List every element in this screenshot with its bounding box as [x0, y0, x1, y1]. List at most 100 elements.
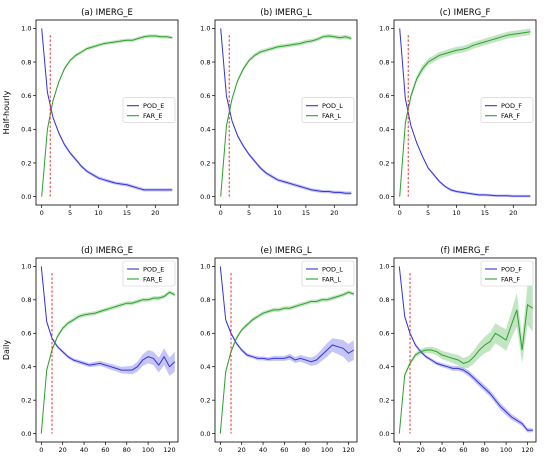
legend-label-pod_f: POD_F: [501, 265, 522, 273]
series-line-far_e: [41, 35, 173, 197]
x-tick-label: 100: [500, 446, 512, 454]
panel-title: (a) IMERG_E: [81, 8, 133, 18]
plot-area: [399, 27, 531, 201]
x-tick-label: 10: [94, 209, 102, 217]
y-tick-label: 0.4: [21, 126, 31, 134]
x-tick-label: 15: [123, 209, 131, 217]
plot-area: [40, 266, 176, 436]
panel-title: (f) IMERG_F: [440, 246, 489, 256]
x-tick-label: 60: [459, 446, 467, 454]
legend-label-far_e: FAR_E: [143, 275, 162, 283]
y-tick-label: 0.6: [379, 330, 389, 338]
series-line-pod_l: [220, 28, 352, 194]
y-tick-label: 0.2: [200, 159, 210, 167]
x-tick-label: 15: [481, 209, 489, 217]
series-line-far_e: [40, 291, 176, 434]
legend-box: [122, 97, 176, 123]
axes-frame: [214, 257, 358, 443]
x-tick-label: 20: [417, 446, 425, 454]
plot-area: [41, 26, 173, 199]
series-line-far_f: [399, 31, 531, 197]
x-tick-label: 0: [219, 209, 223, 217]
y-tick-label: 0.8: [200, 58, 210, 66]
axes-frame: [214, 19, 358, 206]
plot-area: [219, 266, 355, 436]
y-tick-label: 0.0: [379, 430, 389, 438]
series-line-pod_f: [399, 28, 531, 197]
y-tick-label: 0.6: [379, 92, 389, 100]
y-tick-label: 0.6: [21, 92, 31, 100]
legend-label-pod_l: POD_L: [322, 102, 343, 110]
legend-label-pod_e: POD_E: [143, 265, 164, 273]
series-line-far_l: [219, 291, 354, 434]
x-tick-label: 60: [280, 446, 288, 454]
x-tick-label: 0: [40, 209, 44, 217]
legend: POD_L FAR_L: [301, 97, 355, 123]
legend-box: [122, 260, 176, 287]
legend-label-pod_e: POD_E: [143, 102, 164, 110]
y-tick-label: 1.0: [21, 25, 31, 33]
x-tick-label: 100: [321, 446, 333, 454]
x-tick-label: 60: [101, 446, 109, 454]
legend: POD_E FAR_E: [122, 97, 176, 123]
y-tick-label: 0.4: [200, 126, 210, 134]
y-tick-label: 0.0: [379, 193, 389, 201]
x-tick-label: 20: [238, 446, 246, 454]
y-tick-label: 0.2: [200, 396, 210, 404]
x-tick-label: 20: [509, 209, 517, 217]
x-tick-label: 20: [330, 209, 338, 217]
y-tick-label: 1.0: [379, 263, 389, 271]
x-tick-label: 80: [123, 446, 131, 454]
row-label-daily: Daily: [2, 340, 11, 361]
y-tick-label: 0.6: [200, 92, 210, 100]
series-line-far_l: [220, 35, 352, 197]
x-tick-label: 10: [452, 209, 460, 217]
legend-label-far_e: FAR_E: [143, 112, 162, 120]
legend-label-pod_l: POD_L: [322, 265, 343, 273]
series-line-pod_e: [41, 28, 173, 191]
series-line-pod_f: [398, 266, 533, 431]
y-tick-label: 0.4: [379, 363, 389, 371]
legend: POD_E FAR_E: [122, 260, 176, 287]
y-tick-label: 0.0: [21, 430, 31, 438]
y-tick-label: 0.2: [21, 396, 31, 404]
y-tick-label: 1.0: [379, 25, 389, 33]
y-tick-label: 0.2: [21, 159, 31, 167]
y-tick-label: 0.2: [379, 396, 389, 404]
panel-3: (d) IMERG_E 0 20 40 60 80 100 120 0.0 0.2 0.4 0.6 0.…: [21, 246, 179, 454]
legend-box: [301, 97, 355, 123]
y-tick-label: 0.8: [379, 58, 389, 66]
x-tick-label: 40: [80, 446, 88, 454]
y-tick-label: 1.0: [200, 263, 210, 271]
panel-title: (d) IMERG_E: [81, 246, 133, 256]
x-tick-label: 5: [426, 209, 430, 217]
x-tick-label: 40: [438, 446, 446, 454]
plot-area: [220, 26, 352, 199]
y-tick-label: 0.4: [379, 126, 389, 134]
x-tick-label: 80: [481, 446, 489, 454]
series-line-far_f: [398, 303, 534, 434]
axes-frame: [393, 257, 537, 443]
axes-frame: [35, 257, 179, 443]
panel-1: (b) IMERG_L 0 5 10 15 20 0.0 0.2 0.4 0.6 0.8 1.0 POD…: [200, 8, 358, 217]
legend-label-far_l: FAR_L: [322, 112, 341, 120]
legend-box: [480, 97, 534, 123]
y-tick-label: 0.0: [21, 193, 31, 201]
y-tick-label: 0.8: [21, 58, 31, 66]
x-tick-label: 5: [68, 209, 72, 217]
legend-label-far_f: FAR_F: [501, 112, 520, 120]
y-tick-label: 0.0: [200, 430, 210, 438]
x-tick-label: 10: [273, 209, 281, 217]
legend-label-far_f: FAR_F: [501, 275, 520, 283]
y-tick-label: 0.4: [200, 363, 210, 371]
x-tick-label: 100: [142, 446, 154, 454]
x-tick-label: 120: [521, 446, 533, 454]
y-tick-label: 0.6: [21, 330, 31, 338]
y-tick-label: 1.0: [200, 25, 210, 33]
series-band-far_f: [399, 284, 533, 434]
panel-5: (f) IMERG_F 0 20 40 60 80 100 120 0.0 0.2 0.4 0.6 0.…: [379, 246, 537, 454]
y-tick-label: 0.8: [200, 296, 210, 304]
legend: POD_L FAR_L: [301, 260, 355, 287]
x-tick-label: 40: [259, 446, 267, 454]
panel-2: (c) IMERG_F 0 5 10 15 20 0.0 0.2 0.4 0.6 0.8 1.0 POD…: [379, 8, 537, 217]
